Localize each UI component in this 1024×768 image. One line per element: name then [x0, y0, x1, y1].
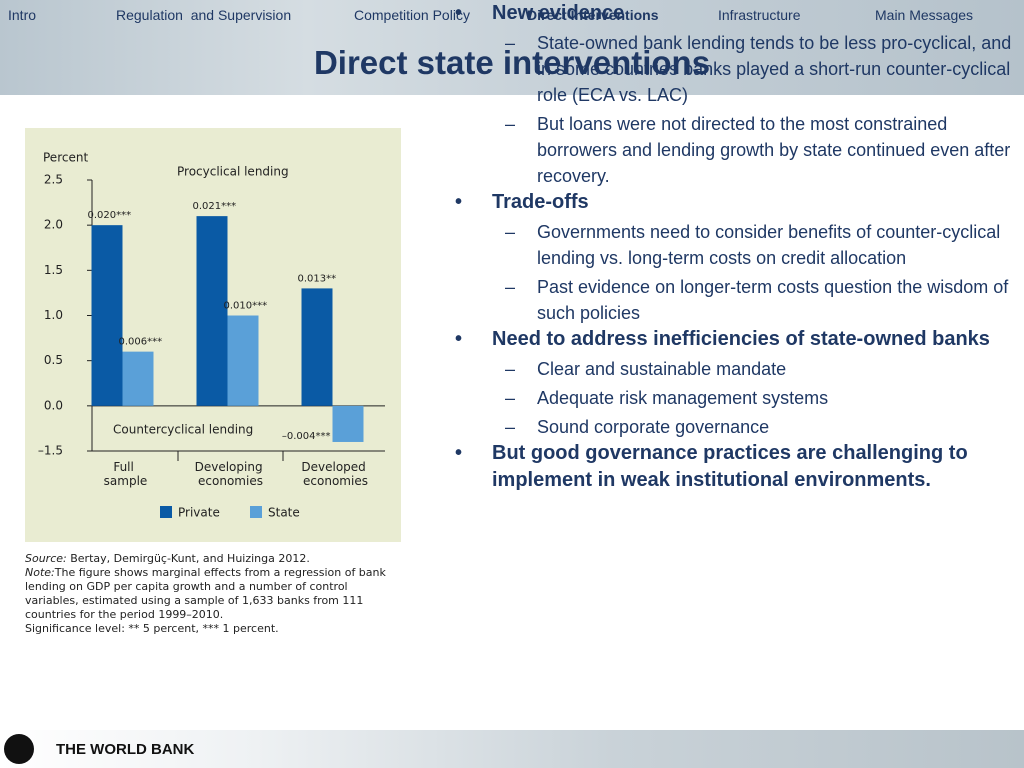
sub-bullet: Clear and sustainable mandate — [455, 356, 1015, 382]
bullets: New evidence State-owned bank lending ten… — [455, 0, 1015, 494]
bullet: New evidence — [455, 0, 1015, 27]
nav-item: Regulation and Supervision — [116, 7, 292, 23]
bullet-group: But good governance practices are challe… — [455, 440, 1015, 494]
sub-bullet: State-owned bank lending tends to be les… — [455, 30, 1015, 108]
y-tick-label: 2.0 — [44, 218, 63, 232]
y-tick-label: 2.5 — [44, 173, 63, 187]
legend-swatch — [160, 506, 172, 518]
bullet: Trade-offs — [455, 189, 1015, 216]
sub-bullet: Past evidence on longer-term costs quest… — [455, 274, 1015, 326]
y-tick-label: –1.5 — [38, 444, 63, 458]
bar — [122, 351, 154, 406]
logo — [4, 734, 34, 764]
source-label: Source: — [25, 552, 67, 565]
footer: THE WORLD BANK — [0, 730, 1024, 768]
legend-label: State — [268, 506, 300, 520]
legend-swatch — [250, 506, 262, 518]
y-tick-label: 0.0 — [44, 398, 63, 412]
y-tick-label: 0.5 — [44, 353, 63, 367]
bar — [301, 288, 333, 406]
sub-bullet: But loans were not directed to the most … — [455, 111, 1015, 189]
nav-item: Competition Policy — [354, 7, 470, 23]
data-label: 0.010*** — [224, 301, 268, 312]
x-tick-label: Full sample — [104, 460, 148, 488]
bullet-group: Trade-offs Governments need to consider b… — [455, 189, 1015, 326]
x-tick-label: Developed economies — [301, 460, 369, 488]
note-label: Note: — [25, 566, 55, 579]
note-text: The figure shows marginal effects from a… — [25, 566, 386, 621]
chart-notes: Source: Bertay, Demirgüç-Kunt, and Huizi… — [25, 552, 403, 636]
footer-text: THE WORLD BANK — [56, 741, 195, 758]
legend-label: Private — [178, 506, 220, 520]
data-label: 0.020*** — [88, 210, 132, 221]
x-tick-label: Developing economies — [195, 460, 267, 488]
bullet-group: Need to address inefficiencies of state-… — [455, 326, 1015, 440]
data-label: 0.013** — [298, 273, 337, 284]
data-label: 0.006*** — [119, 337, 163, 348]
source: Source: Bertay, Demirgüç-Kunt, and Huizi… — [25, 552, 403, 566]
sub-bullet: Adequate risk management systems — [455, 385, 1015, 411]
source-text: Bertay, Demirgüç-Kunt, and Huizinga 2012… — [70, 552, 310, 565]
data-label: –0.004*** — [282, 431, 331, 442]
data-label: 0.021*** — [193, 201, 237, 212]
annotation: Countercyclical lending — [113, 423, 253, 437]
note: Note:The figure shows marginal effects f… — [25, 566, 403, 622]
bullet-group: New evidence State-owned bank lending ten… — [455, 0, 1015, 189]
bar — [91, 225, 123, 406]
y-tick-label: 1.5 — [44, 263, 63, 277]
y-tick-label: 1.0 — [44, 308, 63, 322]
bullet: Need to address inefficiencies of state-… — [455, 326, 1015, 353]
chart: 2.5 2.0 1.5 1.0 0.5 0.0 –1.5 Percent Procyclical… — [25, 128, 401, 542]
bar — [196, 216, 228, 406]
bar — [332, 405, 364, 442]
nav-item: Intro — [8, 7, 37, 23]
significance: Significance level: ** 5 percent, *** 1 … — [25, 622, 279, 635]
bullet: But good governance practices are challe… — [455, 440, 1015, 494]
annotation: Procyclical lending — [177, 165, 289, 179]
y-axis-label: Percent — [43, 151, 88, 165]
sub-bullet: Sound corporate governance — [455, 414, 1015, 440]
bar — [227, 315, 259, 406]
sub-bullet: Governments need to consider benefits of… — [455, 219, 1015, 271]
